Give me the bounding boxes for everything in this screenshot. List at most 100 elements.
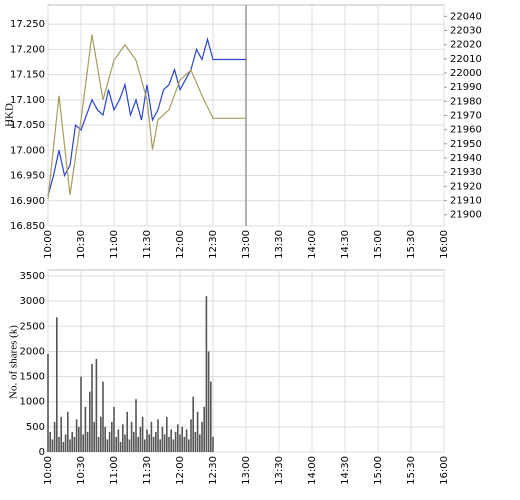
volume-bar xyxy=(146,429,148,452)
y2-tick-label: 21940 xyxy=(450,153,482,164)
volume-bar xyxy=(159,439,161,452)
y2-tick-label: 21970 xyxy=(450,111,482,122)
volume-bar xyxy=(58,436,60,452)
volume-bar xyxy=(102,381,104,452)
volume-bar xyxy=(172,439,175,452)
volume-bar xyxy=(152,436,155,452)
x-tick-label: 12:00 xyxy=(175,230,186,259)
x-tick-label: 13:00 xyxy=(241,456,252,485)
volume-bar xyxy=(188,439,190,452)
volume-bar xyxy=(49,431,51,452)
volume-bar xyxy=(126,411,128,452)
x-tick-label: 15:30 xyxy=(406,456,417,485)
y2-tick-label: 22010 xyxy=(450,54,482,65)
volume-bar xyxy=(82,434,84,452)
y2-tick-label: 21990 xyxy=(450,82,482,93)
x-tick-label: 10:30 xyxy=(76,230,87,259)
volume-bar xyxy=(163,434,166,452)
x-tick-label: 13:00 xyxy=(241,230,252,259)
volume-bar xyxy=(166,416,168,452)
volume-bar xyxy=(137,436,139,452)
volume-bar xyxy=(168,436,170,452)
x-tick-label: 10:00 xyxy=(43,456,54,485)
volume-bar xyxy=(119,441,122,452)
volume-bar xyxy=(60,416,62,452)
volume-bar xyxy=(111,421,113,452)
volume-bar xyxy=(71,431,73,452)
volume-bar xyxy=(56,317,58,452)
volume-bar xyxy=(89,391,91,452)
volume-bar xyxy=(84,406,87,452)
volume-bar xyxy=(194,431,197,452)
x-tick-label: 14:30 xyxy=(340,456,351,485)
volume-bar xyxy=(78,426,80,452)
x-tick-label: 14:30 xyxy=(340,230,351,259)
x-tick-label: 14:00 xyxy=(307,230,318,259)
volume-bar xyxy=(69,439,71,452)
x-tick-label: 13:30 xyxy=(274,456,285,485)
volume-bar xyxy=(53,421,56,452)
volume-bar xyxy=(113,406,115,452)
x-tick-label: 15:00 xyxy=(373,230,384,259)
y-tick-label: 17.100 xyxy=(10,95,45,106)
volume-bar xyxy=(190,419,192,452)
volume-bar xyxy=(124,434,126,452)
volume-bar xyxy=(128,439,131,452)
x-tick-label: 16:00 xyxy=(439,456,450,485)
volume-bar xyxy=(155,431,157,452)
volume-bar xyxy=(115,436,117,452)
y2-tick-label: 21900 xyxy=(450,210,482,221)
volume-bar xyxy=(201,421,203,452)
y2-tick-label: 21960 xyxy=(450,125,482,136)
volume-bar xyxy=(185,429,188,452)
volume-bar xyxy=(210,381,212,452)
y-tick-label: 17.150 xyxy=(10,70,45,81)
x-tick-label: 15:30 xyxy=(406,230,417,259)
x-tick-label: 11:30 xyxy=(142,230,153,259)
volume-bar xyxy=(199,434,201,452)
y-axis-label: HKD xyxy=(4,103,16,127)
y-tick-label: 17.000 xyxy=(10,145,45,156)
price-line xyxy=(47,34,246,200)
volume-bar xyxy=(133,431,135,452)
volume-bar xyxy=(183,436,186,452)
volume-bar xyxy=(91,364,93,452)
volume-bar xyxy=(117,429,120,452)
volume-bar xyxy=(141,416,144,452)
volume-bar xyxy=(122,424,124,452)
x-tick-label: 11:30 xyxy=(142,456,153,485)
volume-bar xyxy=(100,416,102,452)
y-tick-label: 1500 xyxy=(20,372,45,383)
y-tick-label: 16.950 xyxy=(10,171,45,182)
volume-bar xyxy=(205,296,208,452)
y-tick-label: 17.200 xyxy=(10,44,45,55)
x-tick-label: 16:00 xyxy=(439,230,450,259)
volume-bar xyxy=(67,411,69,452)
x-tick-label: 12:30 xyxy=(208,456,219,485)
volume-bar xyxy=(161,426,164,452)
x-tick-label: 13:30 xyxy=(274,230,285,259)
volume-bar xyxy=(62,441,65,452)
y2-tick-label: 21910 xyxy=(450,196,482,207)
y-tick-label: 2000 xyxy=(20,346,45,357)
y-tick-label: 3000 xyxy=(20,296,45,307)
x-tick-label: 14:00 xyxy=(307,456,318,485)
volume-bar xyxy=(157,419,159,452)
volume-bar xyxy=(95,358,98,452)
volume-bar xyxy=(135,399,137,452)
y2-tick-label: 21950 xyxy=(450,139,482,150)
volume-bar xyxy=(106,439,109,452)
y-tick-label: 17.250 xyxy=(10,19,45,30)
volume-bar xyxy=(139,426,142,452)
volume-bar xyxy=(148,434,150,452)
volume-bar xyxy=(174,431,177,452)
y2-tick-label: 22000 xyxy=(450,68,482,79)
x-tick-label: 11:00 xyxy=(109,456,120,485)
volume-bar xyxy=(108,431,111,452)
y-axis-label: No. of shares (k) xyxy=(8,325,20,399)
y-tick-label: 17.050 xyxy=(10,120,45,131)
volume-bar xyxy=(177,424,179,452)
volume-bar xyxy=(212,436,214,452)
y-tick-label: 500 xyxy=(26,422,45,433)
x-tick-label: 11:00 xyxy=(109,230,120,259)
